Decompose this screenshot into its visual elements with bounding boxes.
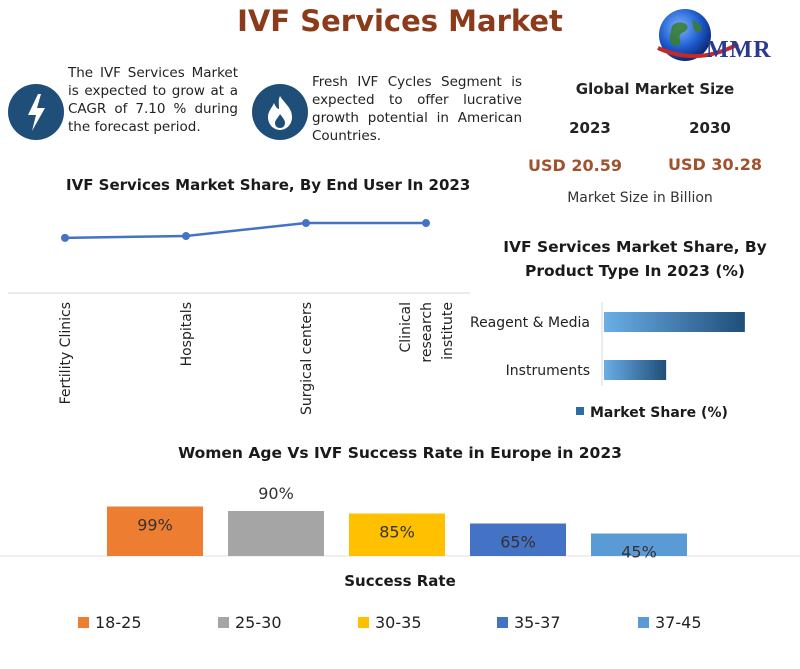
year-2023: 2023: [569, 119, 611, 137]
end-user-chart-title: IVF Services Market Share, By End User I…: [66, 176, 471, 194]
success-value-30-35: 85%: [379, 523, 415, 542]
legend-label-25-30: 25-30: [235, 613, 282, 632]
product-label-instruments: Instruments: [506, 363, 590, 379]
end-user-point-surgical-centers: [302, 219, 310, 228]
product-type-bar-chart: Reagent & Media Instruments Market Share (…: [470, 302, 745, 421]
value-2023: USD 20.59: [528, 156, 622, 175]
flame-icon: [252, 84, 308, 140]
legend-swatch-25-30: [218, 617, 229, 628]
legend-swatch-37-45: [638, 617, 649, 628]
end-user-label-hospitals: Hospitals: [179, 302, 195, 366]
success-rate-xlabel: Success Rate: [344, 572, 456, 590]
success-value-18-25: 99%: [137, 516, 173, 535]
legend-swatch-30-35: [358, 617, 369, 628]
success-bar-18-25: [107, 506, 203, 556]
callout-cagr-text: The IVF Services Market is expected to g…: [68, 65, 238, 135]
market-size-note: Market Size in Billion: [567, 190, 713, 206]
end-user-point-clinical-research-institute: [422, 219, 430, 228]
global-market-heading: Global Market Size: [575, 80, 735, 98]
value-2030: USD 30.28: [668, 155, 762, 174]
legend-label-37-45: 37-45: [655, 613, 702, 632]
product-bar-reagent-media: [604, 312, 745, 332]
end-user-line-chart: Fertility Clinics Hospitals Surgical cente…: [8, 219, 470, 415]
product-type-chart-title: IVF Services Market Share, By Product Ty…: [503, 238, 767, 280]
end-user-series-line: [64, 221, 426, 240]
success-rate-chart-title: Women Age Vs IVF Success Rate in Europe …: [178, 444, 622, 462]
logo-text: MMR: [706, 37, 772, 63]
legend-label-30-35: 30-35: [375, 613, 422, 632]
mmr-logo: [652, 6, 797, 68]
end-user-label-clinical-research-institute-2: institute: [440, 302, 456, 360]
success-bar-37-45: [591, 533, 687, 556]
legend-swatch-18-25: [78, 617, 89, 628]
end-user-point-hospitals: [182, 232, 190, 241]
success-value-37-45: 45%: [621, 543, 657, 561]
product-legend-label: Market Share (%): [590, 405, 728, 421]
end-user-point-fertility-clinics: [61, 233, 69, 242]
callout-segment-text: Fresh IVF Cycles Segment is expected to …: [312, 74, 522, 144]
product-bar-instruments: [604, 360, 667, 380]
end-user-label-surgical-centers: Surgical centers: [299, 302, 315, 415]
success-rate-legend: 18-25 25-30 30-35 35-37 37-45: [78, 613, 702, 632]
end-user-label-clinical-research-institute-0: Clinical: [398, 302, 414, 352]
end-user-label-clinical-research-institute-1: research: [419, 302, 435, 363]
legend-label-35-37: 35-37: [514, 613, 561, 632]
success-value-35-37: 65%: [500, 533, 536, 552]
success-value-25-30: 90%: [258, 484, 294, 503]
product-legend-swatch: [576, 407, 584, 415]
success-bar-25-30: [228, 511, 324, 556]
globe-icon: [657, 9, 739, 61]
end-user-label-fertility-clinics: Fertility Clinics: [58, 302, 74, 404]
lightning-icon: [8, 84, 64, 140]
page-title: IVF Services Market: [237, 4, 563, 38]
legend-label-18-25: 18-25: [95, 613, 142, 632]
year-2030: 2030: [689, 119, 731, 137]
success-bar-30-35: [349, 513, 445, 556]
success-rate-bar-chart: 99% 90% 85% 65% 45%: [0, 484, 800, 561]
product-label-reagent-media: Reagent & Media: [470, 315, 590, 331]
success-bar-35-37: [470, 523, 566, 556]
legend-swatch-35-37: [497, 617, 508, 628]
